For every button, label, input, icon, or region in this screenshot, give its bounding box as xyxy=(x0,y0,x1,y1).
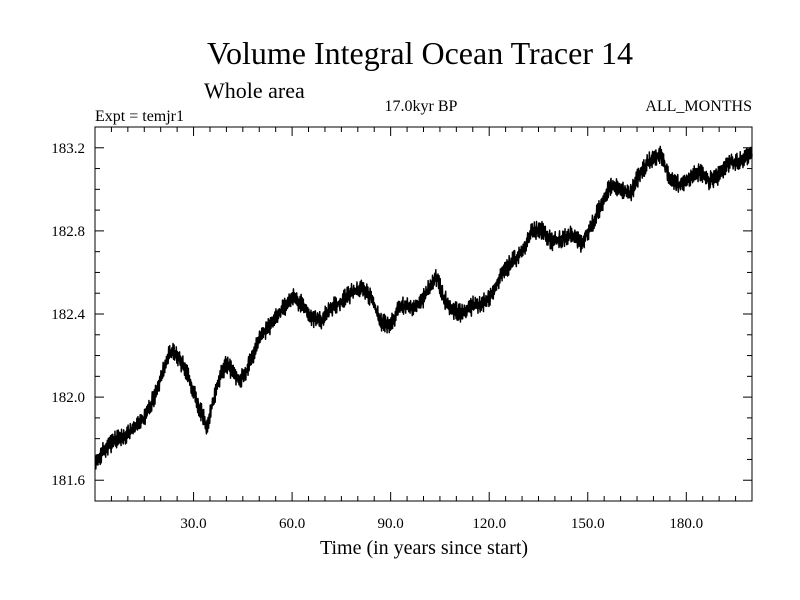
y-tick-label: 182.8 xyxy=(51,224,85,240)
x-tick-label: 30.0 xyxy=(180,516,206,532)
experiment-label: Expt = temjr1 xyxy=(95,108,184,125)
x-tick-label: 90.0 xyxy=(378,516,404,532)
series-line-tracer-14 xyxy=(94,145,753,470)
x-tick-label: 120.0 xyxy=(472,516,506,532)
y-tick-label: 183.2 xyxy=(51,141,85,157)
x-tick-label: 150.0 xyxy=(571,516,605,532)
x-tick-label: 180.0 xyxy=(669,516,703,532)
x-axis-title: Time (in years since start) xyxy=(320,537,528,559)
chart-title: Volume Integral Ocean Tracer 14 xyxy=(207,35,633,71)
y-tick-label: 181.6 xyxy=(51,473,85,489)
x-axis: 30.0 60.0 90.0 120.0 150.0 180.0 xyxy=(110,127,737,532)
chart-subtitle: Whole area xyxy=(204,78,305,103)
x-tick-label: 60.0 xyxy=(279,516,305,532)
plot-frame xyxy=(94,126,753,502)
months-label: ALL_MONTHS xyxy=(645,98,752,115)
y-axis: 181.6 182.0 182.4 182.8 183.2 xyxy=(51,126,752,489)
period-label: 17.0kyr BP xyxy=(385,98,458,115)
y-tick-label: 182.4 xyxy=(51,307,85,323)
y-tick-label: 182.0 xyxy=(51,390,85,406)
